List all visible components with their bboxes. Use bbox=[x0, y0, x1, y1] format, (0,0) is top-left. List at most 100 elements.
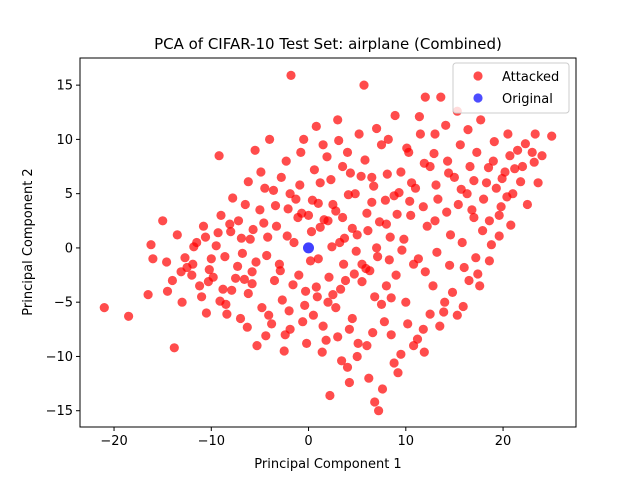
y-tick-label: −15 bbox=[46, 404, 73, 419]
attacked-point bbox=[453, 199, 463, 210]
attacked-point bbox=[301, 286, 311, 296]
attacked-point bbox=[440, 297, 450, 307]
attacked-point bbox=[279, 346, 289, 356]
attacked-point bbox=[405, 196, 415, 206]
attacked-point bbox=[262, 250, 272, 261]
attacked-point bbox=[547, 131, 557, 141]
attacked-point bbox=[243, 177, 253, 187]
attacked-point bbox=[488, 156, 498, 166]
attacked-point bbox=[356, 171, 366, 181]
attacked-point bbox=[362, 341, 372, 351]
attacked-point bbox=[305, 256, 316, 266]
attacked-point bbox=[384, 255, 394, 265]
attacked-point bbox=[418, 202, 428, 212]
attacked-point bbox=[228, 193, 238, 203]
attacked-point bbox=[268, 185, 279, 195]
attacked-point bbox=[220, 252, 230, 262]
attacked-point bbox=[459, 262, 469, 273]
attacked-point bbox=[277, 295, 287, 305]
attacked-point bbox=[415, 129, 425, 139]
attacked-point bbox=[481, 178, 492, 188]
attacked-point bbox=[169, 343, 179, 353]
attacked-point bbox=[167, 275, 177, 286]
attacked-point bbox=[255, 205, 265, 215]
attacked-point bbox=[318, 321, 328, 331]
attacked-point bbox=[308, 310, 318, 320]
attacked-point bbox=[430, 129, 440, 139]
attacked-point bbox=[353, 338, 363, 348]
attacked-point bbox=[445, 230, 456, 240]
attacked-point bbox=[344, 324, 354, 334]
attacked-point bbox=[436, 92, 446, 102]
attacked-point bbox=[372, 243, 382, 253]
attacked-point bbox=[533, 178, 543, 188]
attacked-point bbox=[401, 297, 411, 307]
attacked-point bbox=[275, 266, 285, 276]
attacked-point bbox=[406, 210, 416, 220]
attacked-point bbox=[281, 156, 291, 166]
attacked-point bbox=[280, 330, 290, 340]
attacked-point bbox=[489, 137, 499, 147]
attacked-point bbox=[295, 180, 305, 190]
attacked-point bbox=[283, 204, 293, 214]
plot-frame bbox=[79, 57, 577, 428]
attacked-point bbox=[463, 125, 473, 135]
attacked-point bbox=[374, 406, 384, 416]
attacked-point bbox=[393, 368, 403, 378]
attacked-point bbox=[396, 167, 406, 177]
attacked-point bbox=[233, 261, 243, 271]
attacked-point bbox=[285, 189, 295, 199]
attacked-point bbox=[176, 267, 186, 277]
attacked-point bbox=[428, 281, 438, 291]
attacked-point bbox=[197, 292, 207, 302]
attacked-point bbox=[321, 335, 331, 345]
attacked-point bbox=[478, 226, 488, 236]
attacked-point bbox=[419, 347, 429, 357]
attacked-point bbox=[386, 293, 396, 303]
attacked-point bbox=[289, 237, 299, 248]
attacked-point bbox=[260, 183, 270, 193]
attacked-point bbox=[529, 157, 539, 167]
attacked-point bbox=[403, 319, 413, 329]
attacked-point bbox=[360, 155, 370, 165]
attacked-point bbox=[200, 232, 211, 242]
attacked-point bbox=[315, 178, 325, 188]
attacked-point bbox=[431, 180, 441, 190]
attacked-point bbox=[269, 275, 280, 286]
attacked-point bbox=[467, 205, 477, 215]
attacked-point bbox=[188, 259, 198, 269]
attacked-point bbox=[307, 195, 317, 205]
attacked-point bbox=[271, 221, 282, 231]
attacked-point bbox=[412, 334, 423, 344]
attacked-point bbox=[472, 147, 482, 157]
attacked-point bbox=[420, 267, 430, 277]
attacked-point bbox=[257, 303, 267, 313]
attacked-point bbox=[265, 134, 275, 144]
attacked-point bbox=[407, 178, 417, 188]
attacked-point bbox=[338, 212, 348, 223]
attacked-point bbox=[124, 311, 134, 321]
attacked-point bbox=[299, 134, 309, 144]
attacked-point bbox=[390, 110, 400, 121]
attacked-point bbox=[409, 259, 419, 269]
attacked-point bbox=[282, 231, 292, 241]
attacked-point bbox=[383, 134, 393, 144]
attacked-point bbox=[385, 232, 395, 242]
legend-label-attacked: Attacked bbox=[502, 70, 559, 85]
attacked-point bbox=[381, 219, 391, 229]
attacked-point bbox=[311, 282, 321, 292]
attacked-point bbox=[469, 176, 479, 186]
attacked-point bbox=[357, 277, 367, 287]
y-tick-label: 10 bbox=[56, 133, 73, 148]
attacked-point bbox=[372, 123, 382, 134]
attacked-point bbox=[455, 140, 465, 150]
attacked-point bbox=[243, 288, 253, 299]
y-axis-title: Principal Component 2 bbox=[21, 168, 36, 315]
attacked-point bbox=[484, 256, 494, 266]
attacked-point bbox=[349, 269, 359, 279]
attacked-point bbox=[425, 309, 435, 319]
attacked-point bbox=[270, 201, 281, 211]
attacked-point bbox=[204, 265, 214, 275]
attacked-point bbox=[172, 230, 182, 240]
attacked-point bbox=[309, 165, 319, 175]
